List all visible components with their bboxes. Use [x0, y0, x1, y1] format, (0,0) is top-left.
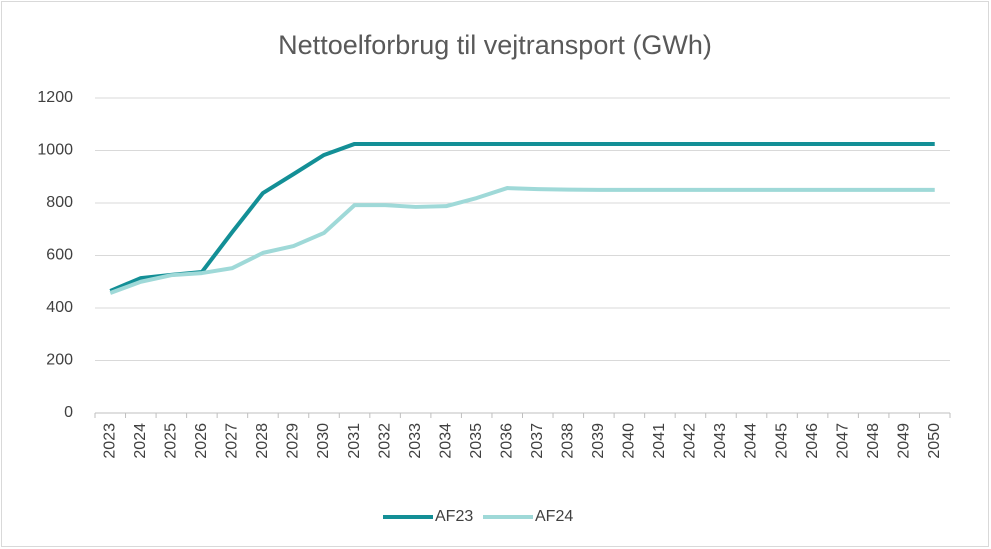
y-tick-label: 400 [46, 299, 73, 316]
x-tick-label: 2038 [560, 423, 577, 459]
x-tick-label: 2024 [132, 423, 149, 459]
y-tick-label: 600 [46, 247, 73, 264]
x-tick-label: 2032 [376, 423, 393, 459]
x-tick-label: 2023 [101, 423, 118, 459]
y-tick-label: 200 [46, 352, 73, 369]
y-tick-label: 0 [64, 404, 73, 421]
x-tick-label: 2039 [590, 423, 607, 459]
legend-label: AF23 [435, 508, 473, 525]
x-tick-label: 2033 [407, 423, 424, 459]
x-tick-label: 2037 [529, 423, 546, 459]
x-tick-label: 2035 [468, 423, 485, 459]
x-tick-label: 2042 [682, 423, 699, 459]
y-tick-label: 1200 [37, 89, 73, 106]
x-tick-label: 2046 [804, 423, 821, 459]
series-line [109, 186, 935, 295]
chart-title: Nettoelforbrug til vejtransport (GWh) [278, 30, 712, 60]
x-tick-label: 2040 [621, 423, 638, 459]
x-tick-label: 2027 [224, 423, 241, 459]
y-tick-label: 800 [46, 194, 73, 211]
x-tick-label: 2043 [712, 423, 729, 459]
x-tick-label: 2049 [895, 423, 912, 459]
series-line [109, 141, 935, 293]
x-tick-label: 2047 [834, 423, 851, 459]
x-tick-label: 2030 [315, 423, 332, 459]
y-tick-label: 1000 [37, 142, 73, 159]
x-tick-label: 2041 [651, 423, 668, 459]
x-tick-label: 2031 [346, 423, 363, 459]
x-tick-label: 2025 [163, 423, 180, 459]
x-tick-label: 2044 [743, 423, 760, 459]
x-tick-label: 2028 [254, 423, 271, 459]
x-tick-label: 2048 [865, 423, 882, 459]
x-tick-label: 2029 [285, 423, 302, 459]
x-tick-label: 2045 [773, 423, 790, 459]
x-tick-label: 2026 [193, 423, 210, 459]
x-tick-label: 2050 [926, 423, 943, 459]
x-tick-label: 2036 [498, 423, 515, 459]
legend-label: AF24 [535, 508, 573, 525]
x-tick-label: 2034 [437, 423, 454, 459]
